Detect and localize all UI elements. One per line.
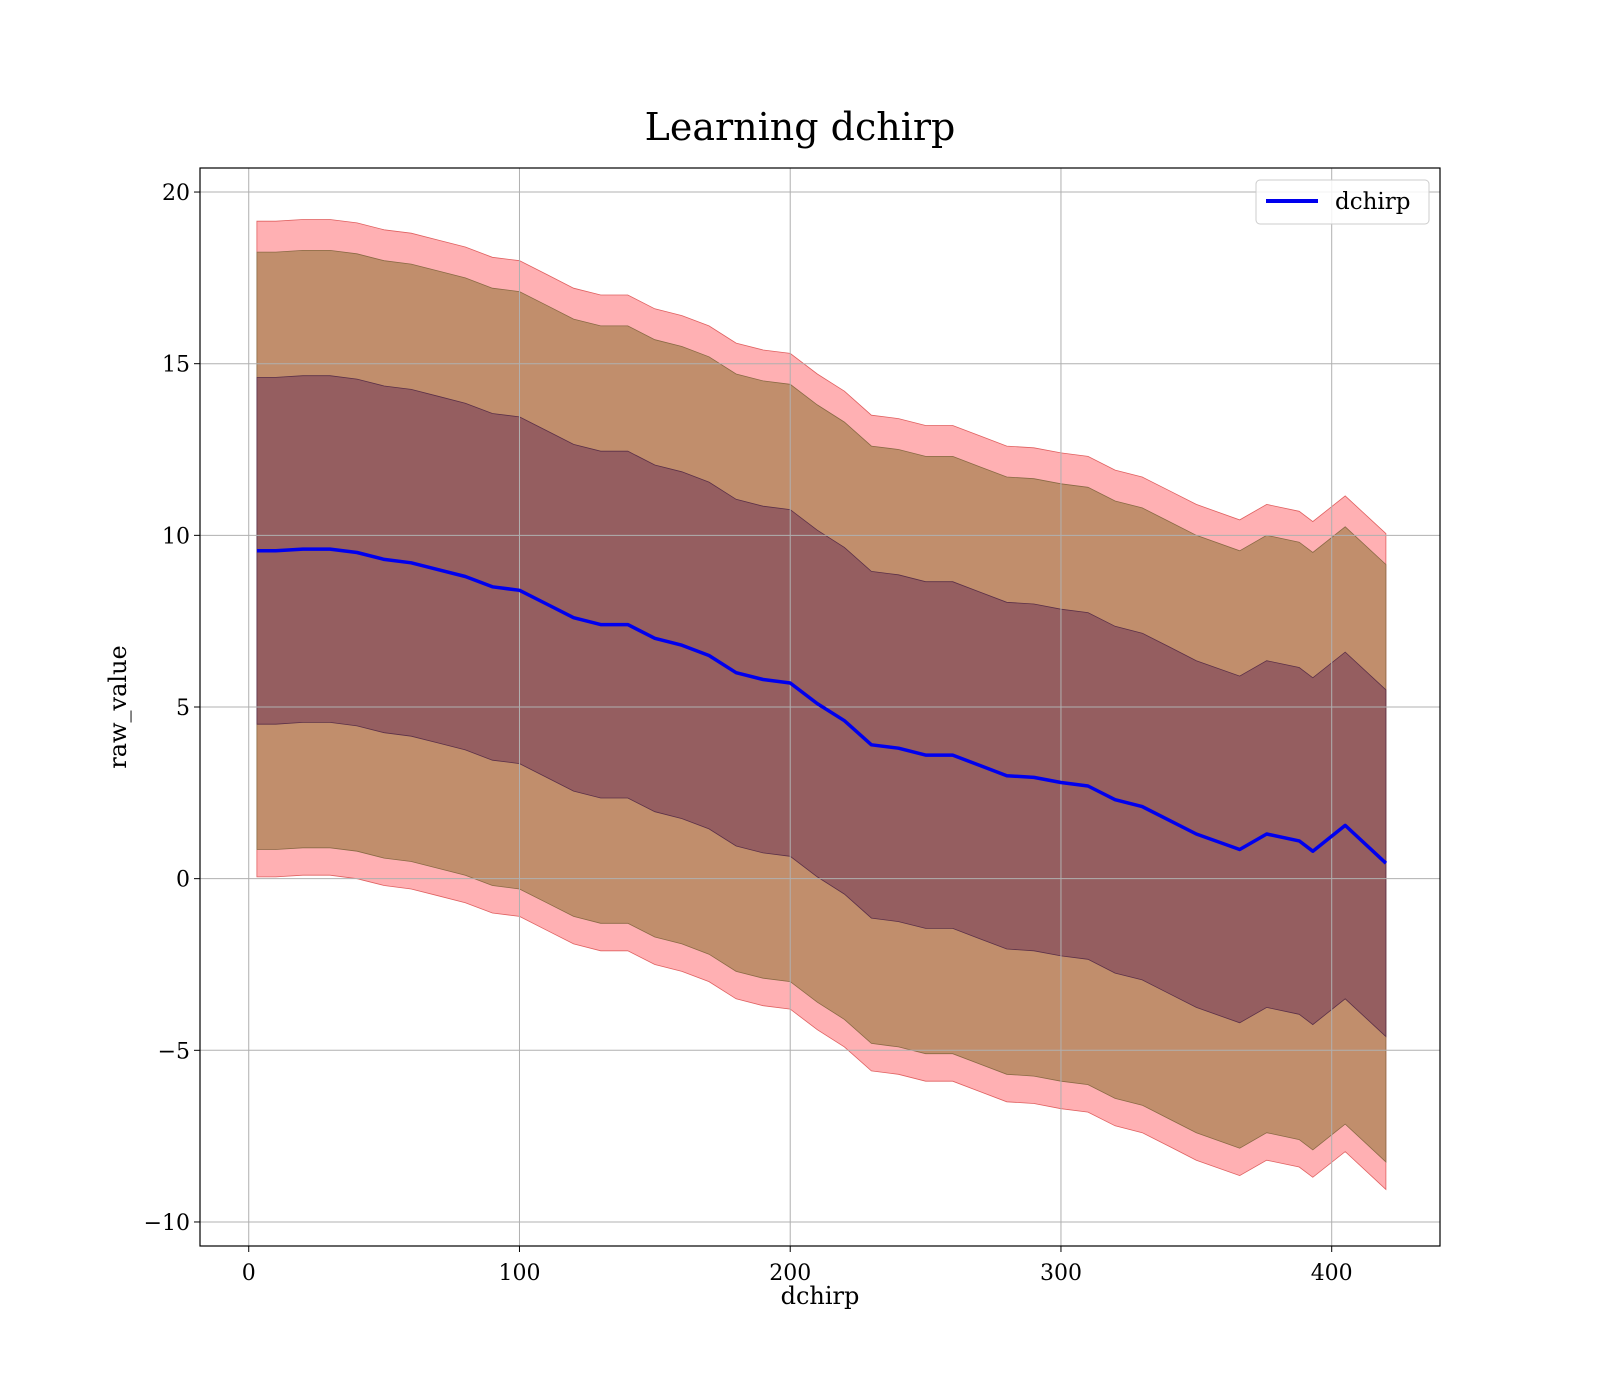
x-tick-label: 200 [769,1261,811,1286]
legend-entry-dchirp: dchirp [1335,189,1411,215]
y-tick-label: 0 [176,868,190,893]
series-layer [256,547,1388,865]
x-axis-label: dchirp [781,1282,860,1310]
y-tick-label: 5 [176,696,190,721]
x-tick-label: 100 [498,1261,540,1286]
legend: dchirp [1255,179,1430,225]
y-axis-ticks: −10 −5 0 5 10 15 20 [144,181,200,1236]
x-tick-label: 0 [242,1261,256,1286]
grid-lines [200,168,1440,1246]
chart-title: Learning dchirp [645,105,956,149]
x-axis-ticks: 0 100 200 300 400 [242,1246,1353,1286]
legend-box [1255,179,1430,225]
y-axis-label: raw_value [104,645,132,769]
y-tick-label: 15 [162,353,190,378]
plot-area [199,167,1441,1247]
y-tick-label: 10 [162,524,190,549]
x-tick-label: 300 [1040,1261,1082,1286]
y-tick-label: −5 [158,1039,190,1064]
series-line-dchirp [256,547,1388,865]
y-tick-label: 20 [162,181,190,206]
y-tick-label: −10 [144,1211,190,1236]
x-tick-label: 400 [1311,1261,1353,1286]
